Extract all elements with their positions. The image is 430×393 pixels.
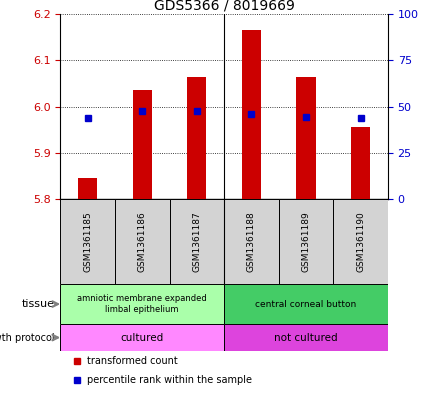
Text: GSM1361185: GSM1361185 — [83, 211, 92, 272]
Bar — [78, 178, 97, 199]
Bar — [132, 90, 151, 199]
FancyBboxPatch shape — [169, 199, 224, 284]
FancyBboxPatch shape — [224, 199, 278, 284]
Text: GSM1361188: GSM1361188 — [246, 211, 255, 272]
Text: percentile rank within the sample: percentile rank within the sample — [86, 375, 251, 385]
Text: GSM1361190: GSM1361190 — [355, 211, 364, 272]
Text: amniotic membrane expanded
limbal epithelium: amniotic membrane expanded limbal epithe… — [77, 294, 207, 314]
Text: not cultured: not cultured — [273, 332, 337, 343]
Text: cultured: cultured — [120, 332, 163, 343]
FancyBboxPatch shape — [332, 199, 387, 284]
Text: growth protocol: growth protocol — [0, 332, 55, 343]
Text: GSM1361186: GSM1361186 — [138, 211, 146, 272]
Bar — [350, 127, 369, 199]
FancyBboxPatch shape — [60, 324, 224, 351]
FancyBboxPatch shape — [115, 199, 169, 284]
Bar — [296, 77, 315, 199]
Text: GSM1361187: GSM1361187 — [192, 211, 201, 272]
Text: tissue: tissue — [22, 299, 55, 309]
Text: central corneal button: central corneal button — [255, 299, 356, 309]
Text: GSM1361189: GSM1361189 — [301, 211, 310, 272]
Bar — [187, 77, 206, 199]
Title: GDS5366 / 8019669: GDS5366 / 8019669 — [154, 0, 294, 13]
FancyBboxPatch shape — [224, 324, 387, 351]
Text: transformed count: transformed count — [86, 356, 177, 365]
FancyBboxPatch shape — [60, 199, 115, 284]
Bar — [241, 30, 261, 199]
FancyBboxPatch shape — [60, 284, 224, 324]
FancyBboxPatch shape — [224, 284, 387, 324]
FancyBboxPatch shape — [278, 199, 332, 284]
